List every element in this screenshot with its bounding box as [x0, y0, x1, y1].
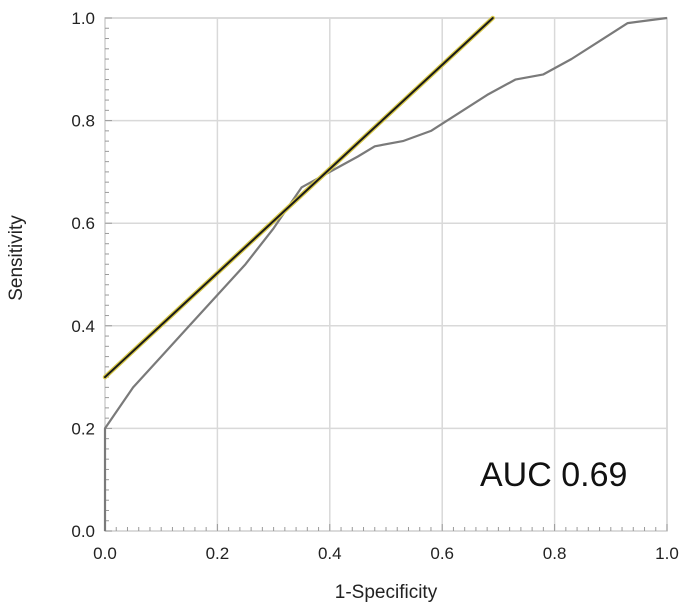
- x-tick-label: 0.2: [206, 544, 230, 563]
- y-axis-ticks: 0.0 0.2 0.4 0.6 0.8 1.0: [71, 9, 112, 541]
- y-axis-label: Sensitivity: [6, 215, 27, 301]
- x-axis-ticks: 0.0 0.2 0.4 0.6 0.8 1.0: [93, 524, 679, 563]
- x-tick-label: 0.4: [318, 544, 342, 563]
- y-tick-label: 0.2: [71, 419, 95, 438]
- y-tick-label: 0.8: [71, 112, 95, 131]
- y-tick-label: 0.0: [71, 522, 95, 541]
- auc-annotation: AUC 0.69: [480, 456, 627, 494]
- y-tick-label: 1.0: [71, 9, 95, 28]
- y-tick-label: 0.4: [71, 317, 95, 336]
- x-axis-label: 1-Specificity: [335, 582, 438, 603]
- x-tick-label: 0.0: [93, 544, 117, 563]
- roc-curve: [103, 16, 668, 531]
- y-tick-label: 0.6: [71, 214, 95, 233]
- series-group: [102, 15, 668, 531]
- tangent-line: [104, 17, 494, 379]
- plot-area: [104, 17, 668, 532]
- x-tick-label: 0.6: [430, 544, 454, 563]
- x-tick-label: 1.0: [655, 544, 679, 563]
- x-tick-label: 0.8: [543, 544, 567, 563]
- grid: [105, 18, 667, 531]
